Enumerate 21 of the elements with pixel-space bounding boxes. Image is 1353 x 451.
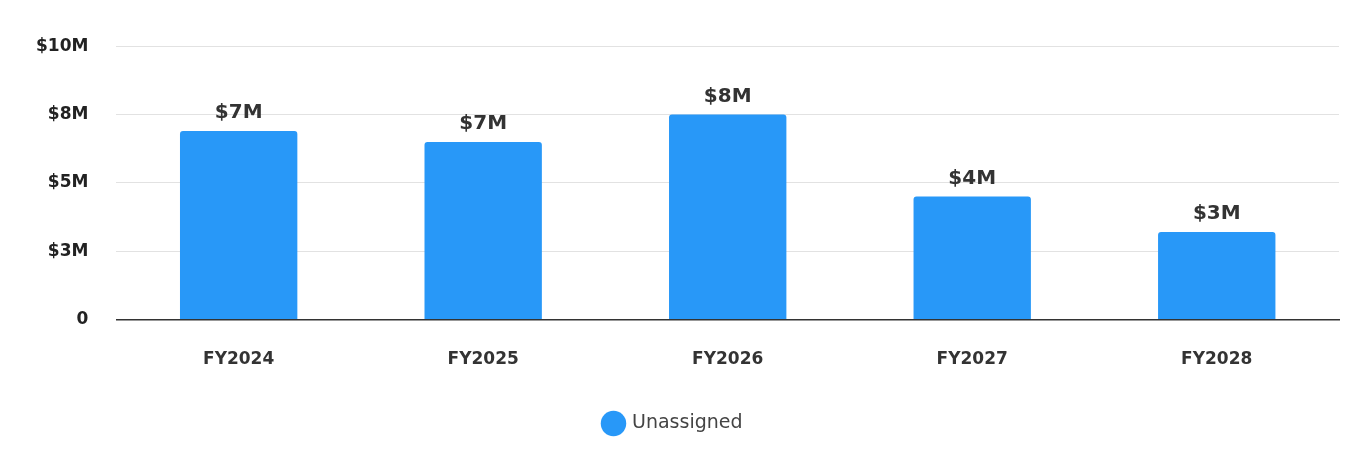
x-tick-label: FY2025 xyxy=(447,348,519,369)
y-tick-label: $10M xyxy=(36,34,89,55)
data-label: $3M xyxy=(1192,200,1241,225)
y-tick-label: $8M xyxy=(47,102,89,123)
data-label: $7M xyxy=(459,110,508,135)
y-tick-label: $3M xyxy=(47,239,89,260)
bar xyxy=(1158,232,1276,320)
bar xyxy=(179,130,298,320)
x-tick-label: FY2027 xyxy=(936,348,1008,369)
x-tick-label: FY2024 xyxy=(203,348,275,369)
data-label: $8M xyxy=(703,82,752,107)
data-label: $4M xyxy=(948,164,997,189)
bar xyxy=(669,114,787,320)
x-tick-label: FY2028 xyxy=(1181,348,1253,369)
bar xyxy=(913,196,1031,320)
data-label: $7M xyxy=(214,99,263,124)
legend-label: Unassigned xyxy=(631,410,743,433)
y-tick-label: 0 xyxy=(76,308,89,329)
x-tick-label: FY2026 xyxy=(692,348,764,369)
bar xyxy=(424,141,542,320)
y-tick-label: $5M xyxy=(47,171,89,192)
